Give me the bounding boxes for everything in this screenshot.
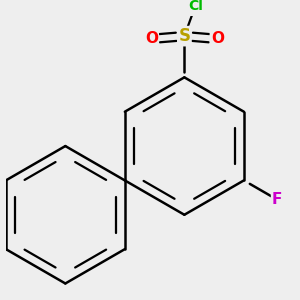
Text: O: O	[211, 32, 224, 46]
Text: S: S	[178, 27, 190, 45]
Text: Cl: Cl	[188, 0, 203, 13]
Text: O: O	[145, 32, 158, 46]
Text: F: F	[272, 192, 282, 207]
